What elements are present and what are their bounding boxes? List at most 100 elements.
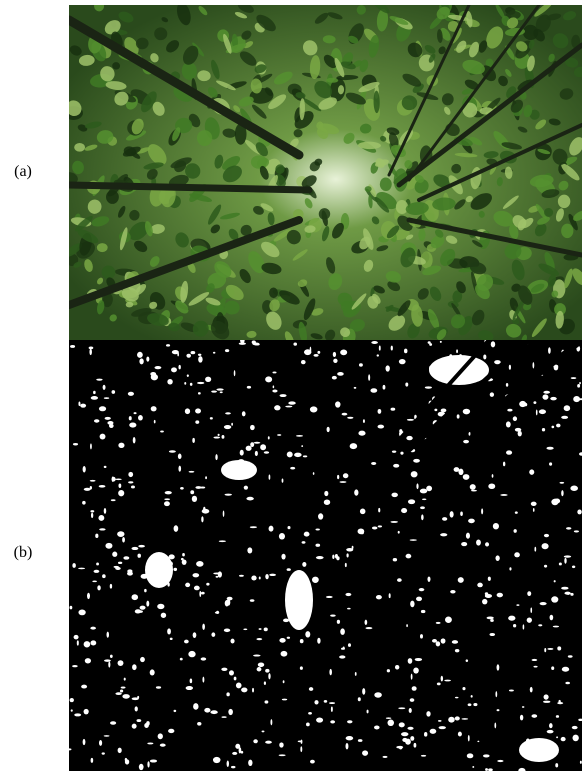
sky-gap	[568, 655, 573, 657]
sky-gap	[250, 599, 255, 602]
sky-gap	[379, 345, 381, 350]
sky-gap	[105, 417, 111, 420]
sky-gap	[304, 349, 311, 355]
sky-gap	[138, 545, 145, 548]
sky-gap	[189, 471, 195, 473]
sky-gap	[533, 401, 536, 404]
sky-gap	[180, 487, 184, 490]
sky-gap	[253, 739, 258, 743]
sky-gap	[551, 426, 554, 429]
sky-gap	[154, 420, 156, 424]
sky-gap	[531, 714, 537, 718]
sky-gap	[399, 722, 405, 727]
sky-gap	[540, 602, 547, 605]
sky-gap	[160, 431, 164, 433]
sky-gap	[346, 553, 348, 557]
sky-gap	[408, 499, 415, 504]
sky-gap	[83, 739, 86, 745]
sky-gap	[456, 349, 458, 353]
sky-gap	[104, 508, 107, 514]
sky-gap	[277, 434, 281, 436]
sky-gap	[527, 591, 531, 596]
sky-gap	[530, 687, 533, 692]
sky-gap	[146, 721, 150, 725]
sky-gap	[500, 494, 507, 496]
sky-gap	[234, 370, 236, 376]
sky-gap	[287, 568, 291, 571]
sky-gap	[118, 443, 124, 448]
sky-gap	[526, 739, 530, 744]
sky-gap	[420, 506, 425, 509]
sky-gap	[99, 485, 106, 488]
sky-gap	[135, 609, 141, 613]
sky-gap	[488, 577, 491, 581]
sky-gap	[104, 735, 110, 737]
sky-gap	[204, 708, 210, 713]
sky-gap	[219, 540, 226, 542]
sky-gap	[335, 554, 338, 558]
sky-gap	[102, 574, 106, 578]
sky-gap	[459, 354, 462, 358]
sky-gap	[425, 386, 432, 388]
sky-gap	[287, 452, 293, 458]
sky-gap	[374, 726, 380, 730]
sky-gap	[121, 686, 126, 688]
sky-gap	[566, 527, 571, 529]
sky-gap	[313, 472, 315, 475]
sky-gap	[99, 406, 106, 411]
sky-gap	[216, 388, 223, 390]
sky-gap	[272, 372, 276, 374]
sky-gap	[128, 481, 133, 483]
sky-gap	[564, 555, 571, 557]
sky-gap	[115, 479, 121, 481]
sky-gap	[90, 486, 92, 490]
sky-gap	[123, 556, 129, 559]
sky-gap	[146, 357, 149, 362]
sky-gap	[122, 694, 130, 699]
sky-gap	[171, 367, 177, 372]
sky-gap	[372, 526, 377, 529]
sky-gap	[513, 624, 516, 627]
sky-gap	[274, 405, 280, 410]
sky-gap	[393, 558, 397, 561]
sky-gap	[167, 583, 169, 587]
sky-gap	[436, 622, 441, 624]
sky-gap	[410, 698, 415, 702]
sky-gap	[559, 562, 562, 565]
sky-gap	[548, 347, 551, 354]
sky-gap	[371, 462, 376, 465]
sky-gap	[324, 700, 327, 703]
sky-gap	[182, 553, 185, 556]
sky-gap	[450, 511, 454, 517]
sky-gap	[241, 751, 243, 754]
sky-gap	[335, 401, 340, 407]
sky-gap	[80, 404, 86, 408]
sky-gap	[400, 452, 403, 455]
sky-gap	[550, 615, 554, 621]
sky-gap	[564, 558, 566, 564]
sky-gap	[444, 680, 451, 682]
sky-gap	[264, 681, 266, 685]
sky-gap	[440, 533, 447, 536]
sky-gap	[89, 349, 92, 355]
sky-gap	[91, 396, 98, 400]
sky-gap	[430, 729, 437, 734]
sky-gap	[197, 722, 201, 726]
sky-gap	[174, 525, 179, 532]
sky-gap	[239, 575, 244, 577]
sky-gap	[241, 688, 247, 693]
sky-gap	[147, 761, 149, 767]
sky-gap	[421, 610, 426, 613]
sky-gap	[228, 709, 233, 715]
sky-gap	[416, 483, 418, 489]
sky-gap	[309, 687, 313, 691]
sky-gap	[72, 563, 75, 568]
sky-gap	[466, 533, 470, 539]
sky-gap	[565, 682, 570, 685]
sky-gap	[332, 555, 334, 559]
sky-gap	[187, 374, 189, 377]
sky-gap	[283, 680, 285, 683]
sky-gap	[544, 648, 546, 652]
sky-gap	[91, 513, 93, 519]
sky-gap	[288, 401, 295, 404]
